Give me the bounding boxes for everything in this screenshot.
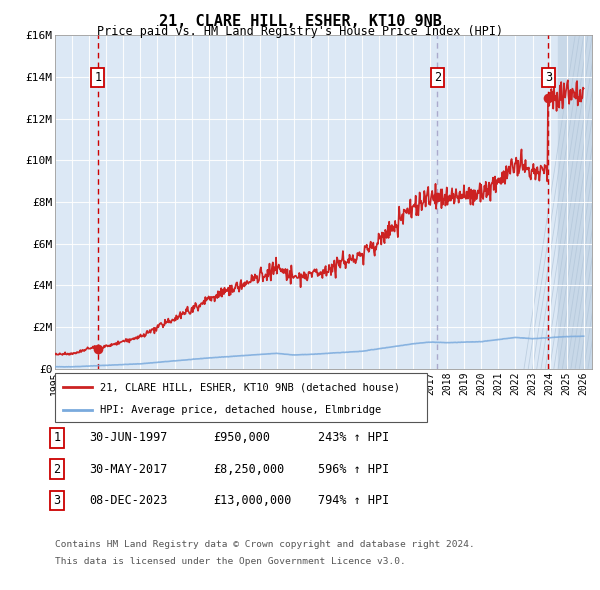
Text: £8,250,000: £8,250,000: [213, 463, 284, 476]
Text: HPI: Average price, detached house, Elmbridge: HPI: Average price, detached house, Elmb…: [100, 405, 381, 415]
Text: 1: 1: [53, 431, 61, 444]
Text: 596% ↑ HPI: 596% ↑ HPI: [318, 463, 389, 476]
Text: £950,000: £950,000: [213, 431, 270, 444]
Text: 794% ↑ HPI: 794% ↑ HPI: [318, 494, 389, 507]
Text: 2: 2: [434, 71, 441, 84]
Text: 243% ↑ HPI: 243% ↑ HPI: [318, 431, 389, 444]
Text: 30-MAY-2017: 30-MAY-2017: [89, 463, 167, 476]
Text: 30-JUN-1997: 30-JUN-1997: [89, 431, 167, 444]
Text: 3: 3: [53, 494, 61, 507]
Text: 3: 3: [545, 71, 552, 84]
Text: 2: 2: [53, 463, 61, 476]
Text: This data is licensed under the Open Government Licence v3.0.: This data is licensed under the Open Gov…: [55, 558, 406, 566]
Text: £13,000,000: £13,000,000: [213, 494, 292, 507]
Text: Price paid vs. HM Land Registry's House Price Index (HPI): Price paid vs. HM Land Registry's House …: [97, 25, 503, 38]
Text: 21, CLARE HILL, ESHER, KT10 9NB (detached house): 21, CLARE HILL, ESHER, KT10 9NB (detache…: [100, 382, 400, 392]
Text: 08-DEC-2023: 08-DEC-2023: [89, 494, 167, 507]
Bar: [558, 35, 592, 369]
Text: 21, CLARE HILL, ESHER, KT10 9NB: 21, CLARE HILL, ESHER, KT10 9NB: [158, 14, 442, 28]
Text: 1: 1: [94, 71, 101, 84]
Text: Contains HM Land Registry data © Crown copyright and database right 2024.: Contains HM Land Registry data © Crown c…: [55, 540, 475, 549]
